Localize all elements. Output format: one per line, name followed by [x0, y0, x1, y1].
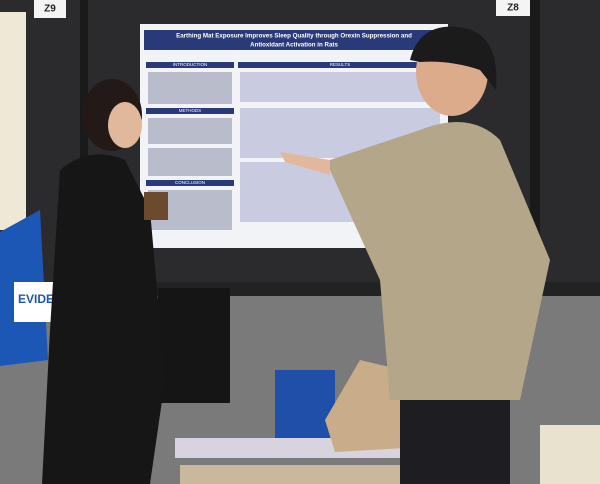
board-frame — [80, 0, 88, 290]
section-title: METHODS — [179, 108, 202, 113]
booth-sign — [34, 0, 66, 18]
coat — [325, 360, 405, 452]
section-title: INTRODUCTION — [173, 62, 208, 67]
poster-tube — [180, 465, 410, 484]
section-header — [146, 62, 234, 68]
poster-title: Antioxidant Activation in Rats — [250, 42, 338, 49]
board-frame — [530, 0, 540, 300]
poster-title: Earthing Mat Exposure Improves Sleep Qua… — [176, 33, 412, 40]
tote-bag — [275, 370, 335, 445]
man-hair — [410, 26, 497, 90]
box — [540, 425, 600, 484]
booth-sign-text: Z9 — [44, 4, 56, 15]
man-hand — [280, 152, 330, 175]
bag-text: EVIDE — [18, 292, 54, 306]
poster-title-band — [144, 30, 444, 50]
woman — [42, 154, 165, 484]
coffee-cup — [144, 192, 168, 220]
booth-sign-text: Z8 — [507, 3, 519, 14]
bag-label — [14, 282, 58, 322]
section-header — [146, 180, 234, 186]
section-title: RESULTS — [330, 62, 350, 67]
man-jacket — [330, 122, 550, 400]
section-title: CONCLUSION — [175, 180, 205, 185]
booth-sign — [496, 0, 530, 16]
section-header — [146, 108, 234, 114]
neighbor-poster — [0, 12, 26, 230]
person-legs — [158, 288, 230, 403]
section-header — [238, 62, 442, 68]
woman-face — [108, 102, 142, 148]
man-trousers — [400, 400, 510, 484]
